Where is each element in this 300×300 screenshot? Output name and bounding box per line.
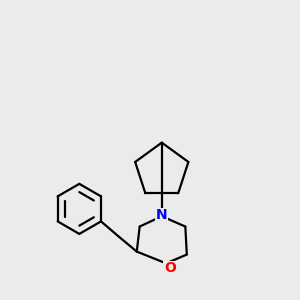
Text: N: N bbox=[156, 208, 168, 222]
Text: O: O bbox=[164, 261, 176, 275]
